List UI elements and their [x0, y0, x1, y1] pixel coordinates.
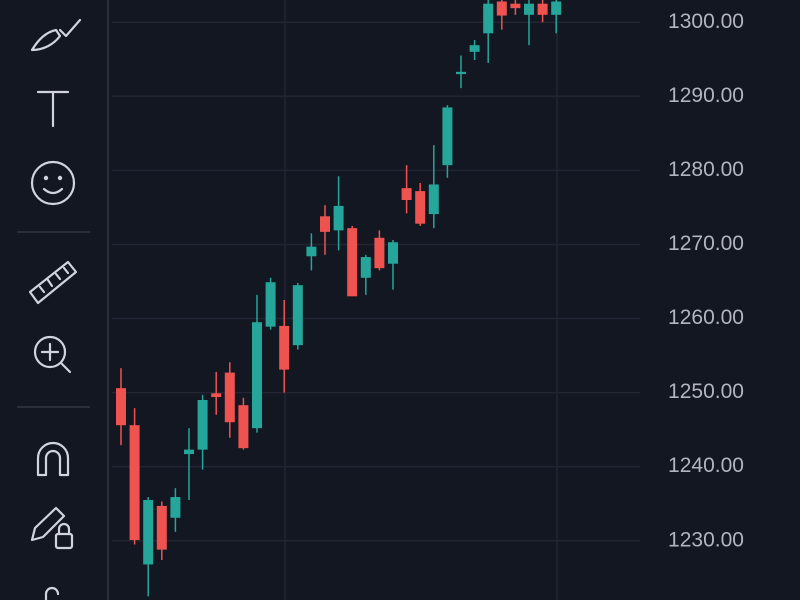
candle-body — [524, 3, 534, 15]
brush-tool[interactable] — [30, 18, 82, 52]
candle-body — [320, 216, 330, 232]
candle-body — [252, 322, 262, 429]
emoji-tool[interactable] — [30, 160, 76, 206]
price-axis: 1230.00 1240.00 1250.00 1260.00 1270.00 1280.… — [668, 10, 744, 552]
candle-body — [143, 500, 154, 565]
candle-body — [184, 449, 194, 455]
candle-body — [360, 257, 371, 278]
candle-body — [469, 45, 480, 52]
candle-body — [170, 497, 181, 518]
candle-body — [129, 425, 140, 540]
y-tick-label: 1300.00 — [668, 10, 744, 33]
candle-body — [442, 107, 453, 166]
candle-body — [428, 184, 439, 215]
candle-body — [496, 1, 507, 16]
candle-body — [388, 242, 398, 264]
candles — [116, 0, 562, 597]
candle-body — [224, 372, 235, 423]
candle-body — [211, 393, 222, 398]
candle-body — [292, 285, 303, 346]
magnet-tool[interactable] — [36, 441, 70, 477]
more-tool[interactable] — [44, 586, 60, 600]
text-tool[interactable] — [36, 90, 70, 128]
candle-body — [551, 1, 562, 15]
lock-tool[interactable] — [30, 506, 74, 550]
candle-body — [156, 505, 167, 550]
y-tick-label: 1250.00 — [668, 380, 744, 403]
ruler-tool[interactable] — [28, 260, 78, 305]
candle-body — [537, 3, 548, 15]
y-tick-label: 1240.00 — [668, 454, 744, 477]
y-tick-label: 1260.00 — [668, 306, 744, 329]
candle-body — [333, 205, 344, 231]
zoom-tool[interactable] — [33, 335, 72, 374]
candle-body — [401, 188, 412, 200]
candle-body — [265, 282, 276, 327]
candle-body — [483, 3, 494, 34]
candle-body — [415, 191, 426, 224]
candle-body — [510, 3, 521, 9]
toolbar — [0, 0, 109, 600]
candle-body — [374, 237, 385, 269]
y-tick-label: 1280.00 — [668, 158, 744, 181]
y-tick-label: 1270.00 — [668, 232, 744, 255]
candle-body — [279, 325, 290, 370]
y-tick-label: 1230.00 — [668, 528, 744, 551]
candle-body — [347, 228, 358, 297]
candle-body — [456, 71, 466, 75]
y-tick-label: 1290.00 — [668, 84, 744, 107]
candle-body — [197, 400, 208, 450]
candle-body — [238, 405, 249, 449]
candle-body — [306, 246, 317, 257]
candle-body — [116, 388, 126, 426]
